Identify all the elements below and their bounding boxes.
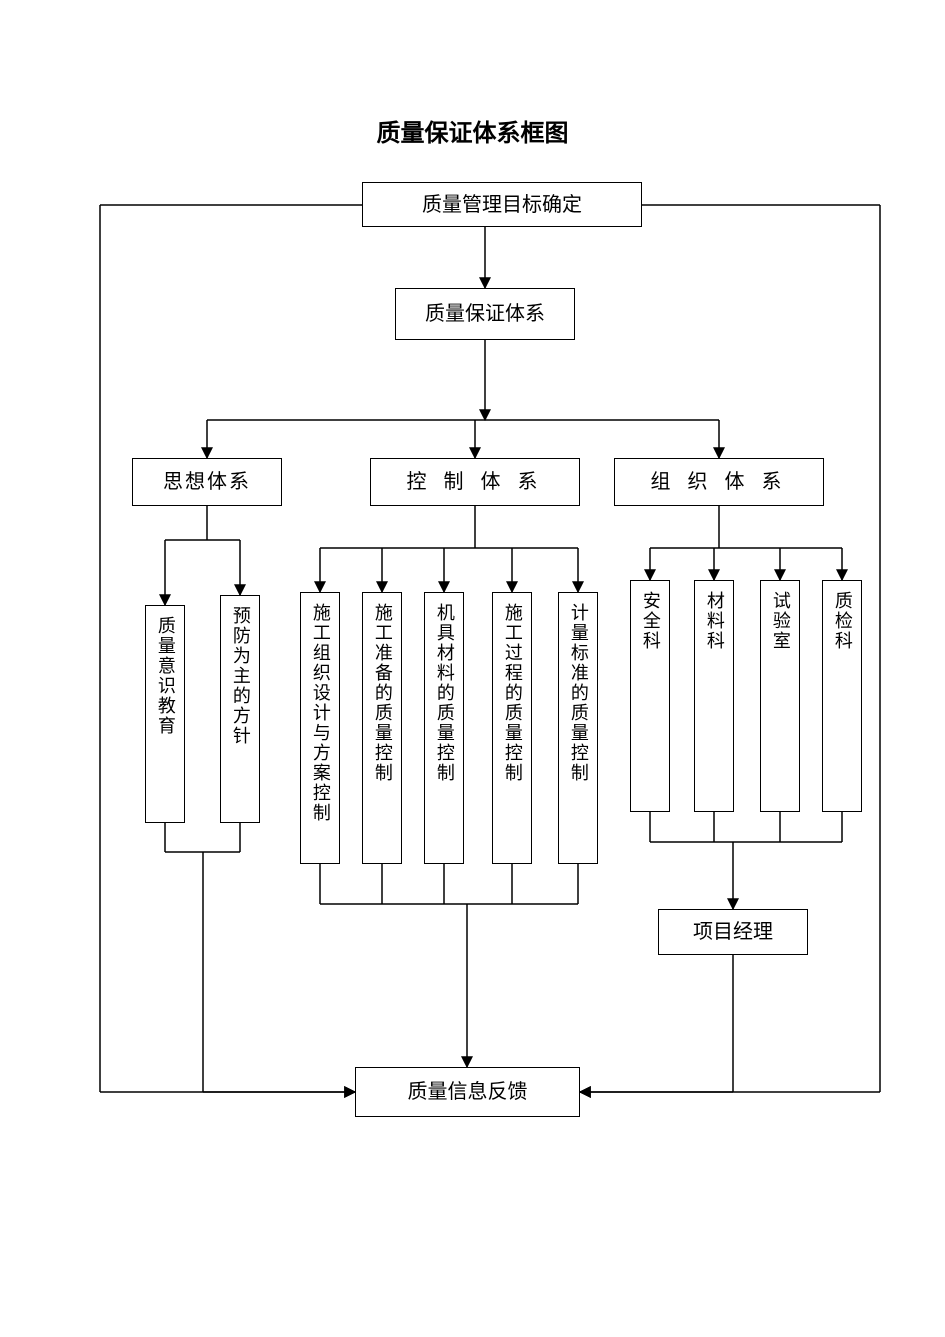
vnode-b2: 施工准备的质量控制 — [362, 592, 402, 864]
vnode-a1: 质量意识教育 — [145, 605, 185, 823]
vnode-a2: 预防为主的方针 — [220, 595, 260, 823]
node-sys3-label: 组 织 体 系 — [651, 469, 788, 495]
vnode-c2-label: 材料科 — [704, 591, 724, 651]
vnode-c1-label: 安全科 — [640, 591, 660, 651]
node-top: 质量管理目标确定 — [362, 182, 642, 227]
vnode-c3: 试验室 — [760, 580, 800, 812]
node-pm: 项目经理 — [658, 909, 808, 955]
node-qa: 质量保证体系 — [395, 288, 575, 340]
vnode-c4: 质检科 — [822, 580, 862, 812]
node-feedback: 质量信息反馈 — [355, 1067, 580, 1117]
vnode-b1: 施工组织设计与方案控制 — [300, 592, 340, 864]
vnode-b1-label: 施工组织设计与方案控制 — [310, 603, 330, 823]
diagram-title-text: 质量保证体系框图 — [377, 121, 569, 147]
vnode-b3: 机具材料的质量控制 — [424, 592, 464, 864]
vnode-b4: 施工过程的质量控制 — [492, 592, 532, 864]
diagram-title: 质量保证体系框图 — [0, 113, 945, 148]
node-feedback-label: 质量信息反馈 — [408, 1079, 528, 1105]
node-sys2: 控 制 体 系 — [370, 458, 580, 506]
node-sys2-label: 控 制 体 系 — [407, 469, 544, 495]
vnode-b5: 计量标准的质量控制 — [558, 592, 598, 864]
vnode-c2: 材料科 — [694, 580, 734, 812]
node-sys3: 组 织 体 系 — [614, 458, 824, 506]
vnode-b3-label: 机具材料的质量控制 — [434, 603, 454, 783]
flowchart-canvas: 质量保证体系框图 质量管理目标确定质量保证体系思想体系 控 制 体 系 组 织 体 … — [0, 0, 945, 1337]
vnode-c3-label: 试验室 — [770, 591, 790, 651]
vnode-c4-label: 质检科 — [832, 591, 852, 651]
node-top-label: 质量管理目标确定 — [422, 192, 582, 218]
vnode-a2-label: 预防为主的方针 — [230, 606, 250, 746]
node-pm-label: 项目经理 — [693, 919, 773, 945]
vnode-b5-label: 计量标准的质量控制 — [568, 603, 588, 783]
node-sys1: 思想体系 — [132, 458, 282, 506]
vnode-b2-label: 施工准备的质量控制 — [372, 603, 392, 783]
node-sys1-label: 思想体系 — [163, 469, 251, 495]
vnode-b4-label: 施工过程的质量控制 — [502, 603, 522, 783]
vnode-c1: 安全科 — [630, 580, 670, 812]
node-qa-label: 质量保证体系 — [425, 301, 545, 327]
vnode-a1-label: 质量意识教育 — [155, 616, 175, 736]
